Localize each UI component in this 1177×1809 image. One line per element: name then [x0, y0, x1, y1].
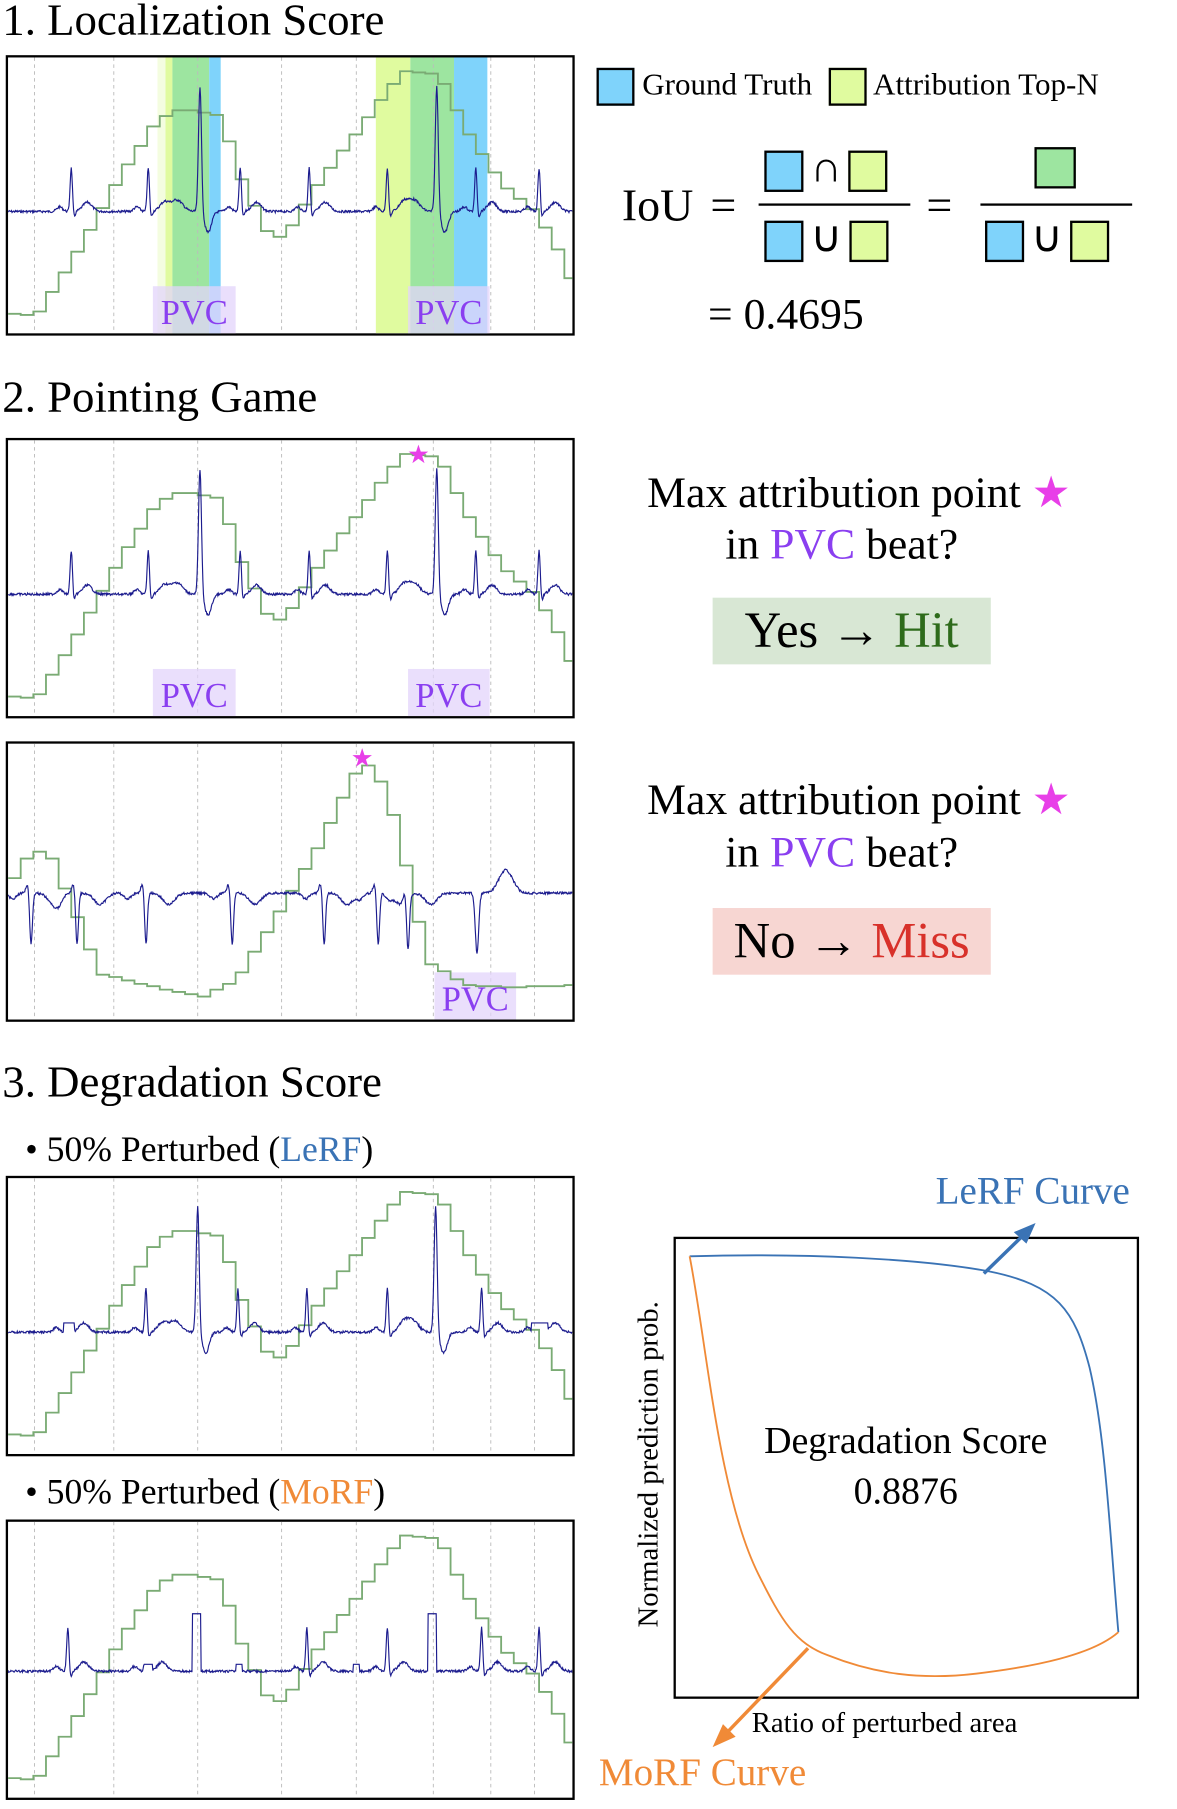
attribution-curve	[8, 70, 573, 316]
localization-ecg-panel: PVC PVC	[5, 55, 575, 336]
ground-truth-swatch-icon	[596, 68, 635, 107]
ecg-signal	[8, 1206, 573, 1355]
pvc-region-box	[408, 286, 490, 334]
legend: Ground Truth Attribution Top-N	[596, 66, 1099, 107]
iou-label: IoU	[621, 179, 694, 232]
pvc-label: PVC	[161, 294, 228, 332]
attribution-curve	[8, 764, 573, 998]
lerf-curve-label: LeRF Curve	[935, 1170, 1130, 1213]
pointing-miss-ecg-panel: PVC ★	[5, 741, 575, 1022]
attribution-curve	[8, 453, 573, 699]
question-1-line-1: Max attribution point ★	[647, 468, 1071, 518]
ground-truth-region	[209, 57, 221, 334]
attribution-region	[165, 57, 173, 334]
morf-curve	[688, 1256, 1119, 1678]
pvc-label: PVC	[415, 677, 482, 715]
pvc-region-box	[434, 972, 517, 1020]
morf-arrow-icon	[722, 1647, 810, 1737]
lerf-perturbed-label: • 50% Perturbed (LeRF)	[25, 1128, 374, 1169]
pvc-region-box	[152, 286, 236, 334]
attribution-region	[157, 57, 166, 334]
attribution-swatch-icon	[829, 68, 867, 107]
morf-perturbed-ecg-panel	[5, 1519, 575, 1800]
star-icon: ★	[1031, 468, 1071, 518]
equals: =	[710, 179, 737, 232]
fraction-bar	[758, 203, 911, 206]
ecg-signal	[8, 868, 573, 954]
question-1-line-2: in PVC beat?	[725, 520, 959, 569]
equals: =	[926, 179, 953, 232]
attribution-curve	[8, 1191, 573, 1437]
intersection-swatch-icon	[1034, 147, 1076, 189]
max-attribution-star-icon: ★	[351, 745, 374, 773]
fraction-bar	[980, 203, 1133, 206]
degradation-score-value: 0.8876	[853, 1471, 958, 1513]
intersection-term: ∩	[764, 146, 888, 193]
pvc-label: PVC	[415, 294, 482, 332]
hit-result-badge: Yes → Hit	[712, 597, 991, 665]
attribution-curve	[8, 1534, 573, 1781]
max-attribution-star-icon: ★	[407, 441, 430, 469]
pvc-region-box	[152, 668, 236, 717]
x-axis-label: Ratio of perturbed area	[751, 1708, 1018, 1740]
ecg-signal	[8, 1613, 573, 1678]
section-3-title: 3. Degradation Score	[2, 1057, 382, 1107]
iou-result: = 0.4695	[708, 290, 864, 340]
star-icon: ★	[1031, 775, 1071, 825]
morf-perturbed-label: • 50% Perturbed (MoRF)	[25, 1471, 386, 1512]
morf-curve-label: MoRF Curve	[598, 1751, 807, 1795]
lerf-perturbed-ecg-panel	[5, 1175, 575, 1457]
pvc-label: PVC	[161, 677, 228, 715]
pvc-region-box	[408, 668, 490, 717]
attribution-region	[375, 57, 411, 334]
union-term: ∪	[764, 216, 889, 263]
section-1-title: 1. Localization Score	[2, 0, 385, 45]
legend-attribution: Attribution Top-N	[873, 66, 1099, 102]
legend-ground-truth: Ground Truth	[642, 66, 813, 102]
lerf-arrowhead-icon	[1013, 1222, 1036, 1244]
degradation-plot-frame	[673, 1236, 1140, 1699]
degradation-score-label: Degradation Score	[764, 1420, 1048, 1463]
question-2-line-2: in PVC beat?	[725, 828, 959, 877]
union-term: ∪	[985, 216, 1109, 263]
section-2-title: 2. Pointing Game	[2, 372, 318, 422]
pointing-hit-ecg-panel: PVC PVC ★	[5, 437, 575, 719]
lerf-arrow-icon	[982, 1230, 1028, 1275]
question-2-line-1: Max attribution point ★	[647, 775, 1071, 825]
ecg-signal	[8, 468, 573, 617]
ecg-signal	[8, 85, 573, 234]
pvc-label: PVC	[442, 980, 509, 1018]
morf-arrowhead-icon	[712, 1724, 736, 1748]
lerf-curve	[689, 1254, 1120, 1633]
miss-result-badge: No → Miss	[712, 908, 991, 975]
